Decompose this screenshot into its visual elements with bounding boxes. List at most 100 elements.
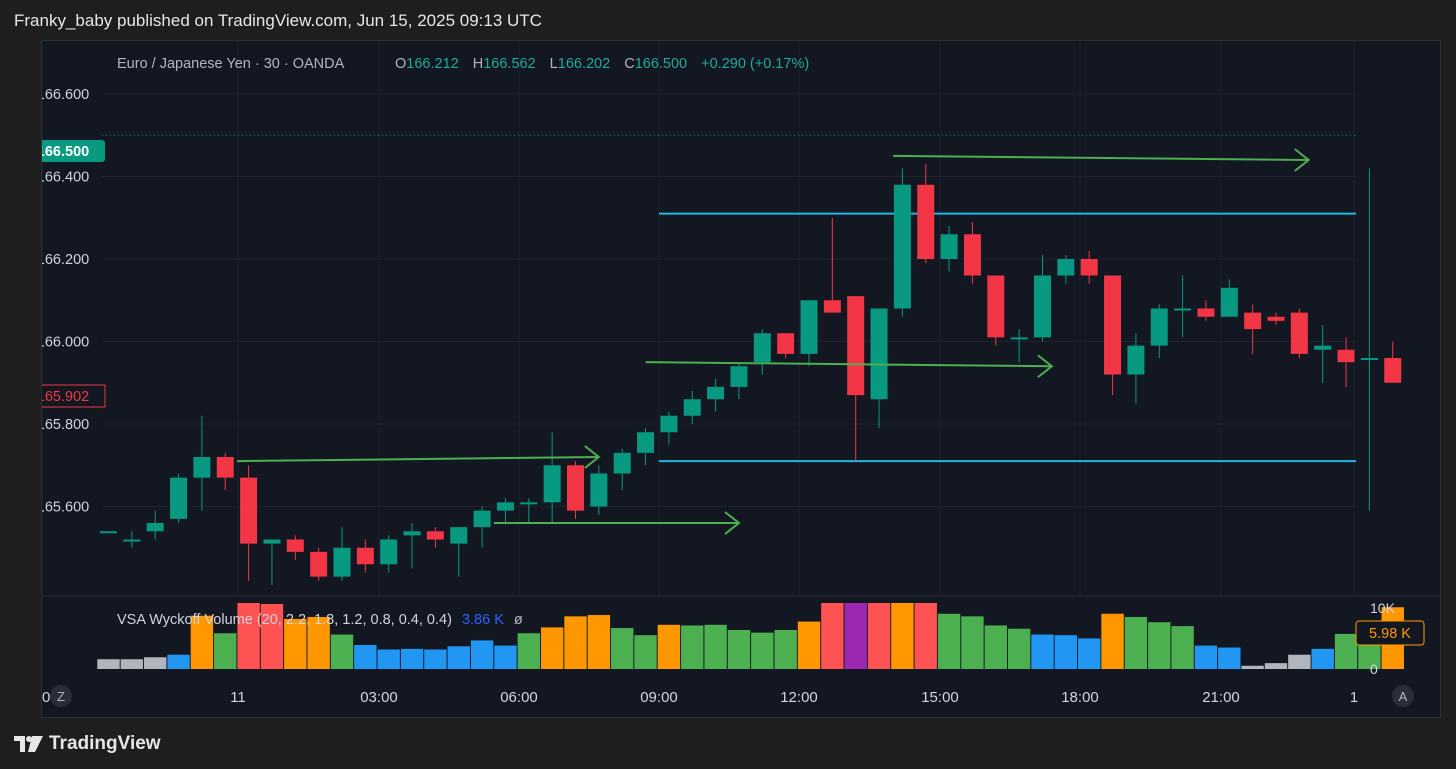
legend-o-value: 166.212: [406, 56, 458, 72]
bearish-candle: [567, 465, 584, 511]
bullish-candle: [1010, 337, 1028, 340]
bullish-candle: [123, 539, 141, 542]
bullish-candle: [543, 465, 561, 503]
bearish-candle: [1384, 358, 1402, 383]
volume-bar: [1288, 654, 1311, 669]
chart-frame[interactable]: 165.600 165.800 166.000 166.200 166.400 166.6…: [41, 40, 1441, 718]
volume-bar: [424, 649, 447, 669]
trend-arrow-line: [236, 456, 599, 463]
crosshair-price-badge-text: 165.902: [42, 389, 89, 405]
bullish-candle: [707, 386, 725, 400]
bullish-candle: [940, 234, 958, 259]
auto-scale-button-label: A: [1399, 689, 1408, 704]
volume-bar: [120, 659, 144, 669]
bullish-candle: [730, 366, 748, 387]
candles: [100, 164, 1402, 585]
legend-symbol: Euro / Japanese Yen · 30 · OANDA: [117, 56, 345, 72]
legend-c-label: C: [624, 56, 634, 72]
trend-arrow-line: [893, 154, 1309, 161]
trend-arrow-line: [645, 361, 1052, 368]
bullish-candle: [1314, 345, 1332, 350]
volume-bar: [1101, 613, 1124, 669]
bearish-candle: [1337, 349, 1355, 363]
volume-bar: [540, 627, 564, 669]
bullish-candle: [637, 432, 655, 453]
publish-header: Franky_baby published on TradingView.com…: [14, 11, 542, 30]
volume-bar: [1078, 638, 1101, 669]
volume-bar: [1148, 622, 1171, 669]
svg-text:VSA Wyckoff Volume (20,: VSA Wyckoff Volume (20, 2.2, 1.8, 1.2, 0…: [117, 612, 523, 628]
visibility-eye-icon[interactable]: ø: [514, 612, 523, 628]
auto-scale-button[interactable]: [1392, 685, 1414, 707]
horizontal-levels: [102, 134, 1356, 463]
volume-bar: [984, 625, 1007, 669]
volume-bar: [1007, 628, 1031, 669]
volume-axis-top: 10K: [1370, 600, 1396, 616]
volume-bar: [260, 604, 284, 669]
volume-bar: [1264, 663, 1288, 669]
volume-bar: [774, 630, 797, 669]
y-tick-label: 166.400: [42, 170, 89, 186]
y-tick-label: 166.600: [42, 87, 89, 103]
bullish-candle: [263, 539, 281, 544]
volume-bar: [1334, 633, 1358, 669]
scale-left-button[interactable]: [50, 685, 72, 707]
bearish-candle: [1244, 312, 1262, 330]
bullish-candle: [473, 510, 491, 528]
volume-bar: [447, 646, 470, 669]
bullish-candle: [1150, 308, 1168, 346]
bearish-candle: [240, 477, 258, 544]
bearish-candle: [216, 457, 234, 478]
x-tick-label: 21:00: [1202, 689, 1240, 706]
y-tick-label: 166.000: [42, 335, 89, 351]
volume-bar: [1218, 647, 1241, 669]
volume-bar: [564, 616, 587, 669]
volume-bar: [727, 630, 751, 669]
tradingview-logo[interactable]: TradingView: [14, 733, 161, 755]
volume-bar: [1031, 634, 1054, 669]
legend-l-label: L: [550, 56, 558, 72]
bearish-candle: [286, 539, 304, 552]
svg-text:O166.212 H166.562: O166.212 H166.562 L166.202 C166.500 +0.2…: [395, 56, 809, 72]
y-tick-label: 165.800: [42, 417, 89, 433]
volume-bars: [97, 603, 1404, 669]
candlestick-chart[interactable]: 165.600 165.800 166.000 166.200 166.400 166.6…: [42, 41, 1440, 717]
volume-bar: [681, 625, 704, 669]
x-tick-label: 00: [42, 689, 50, 706]
volume-bar: [237, 603, 260, 669]
volume-bar: [1311, 648, 1334, 669]
volume-bar: [167, 654, 190, 669]
volume-bar: [797, 621, 821, 669]
x-tick-label: 12:00: [780, 689, 818, 706]
volume-bar: [611, 628, 634, 669]
bullish-candle: [403, 531, 421, 536]
bullish-candle: [100, 531, 117, 534]
crosshair-price-badge: [42, 384, 106, 408]
volume-axis-bottom: 0: [1370, 661, 1378, 677]
bullish-candle: [683, 399, 701, 416]
bearish-candle: [1290, 312, 1308, 354]
volume-bar: [400, 648, 424, 669]
bullish-candle: [520, 502, 538, 505]
volume-indicator-name: VSA Wyckoff Volume: [117, 612, 253, 628]
volume-bar: [330, 634, 354, 669]
bearish-candle: [1197, 308, 1215, 317]
volume-bar: [1194, 645, 1218, 669]
volume-bar: [144, 657, 167, 669]
legend-o-label: O: [395, 56, 406, 72]
grid-lines: [42, 41, 1356, 596]
bullish-candle: [1057, 259, 1075, 276]
volume-bar: [657, 624, 681, 669]
bullish-candle: [1220, 287, 1238, 317]
volume-indicator-value: 3.86 K: [462, 612, 504, 628]
volume-bar: [354, 644, 377, 669]
legend-h-value: 166.562: [483, 56, 535, 72]
bearish-candle: [1080, 259, 1098, 276]
bearish-candle: [1104, 275, 1122, 375]
bullish-candle: [496, 502, 514, 511]
bearish-candle: [356, 547, 374, 565]
bearish-candle: [917, 184, 935, 259]
last-price-badge: [42, 140, 105, 162]
volume-bar: [634, 635, 657, 669]
bullish-candle: [753, 333, 771, 363]
